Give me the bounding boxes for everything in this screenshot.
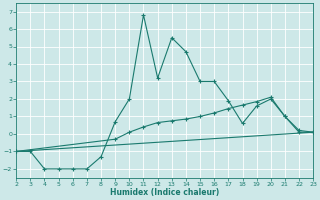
X-axis label: Humidex (Indice chaleur): Humidex (Indice chaleur)	[110, 188, 219, 197]
